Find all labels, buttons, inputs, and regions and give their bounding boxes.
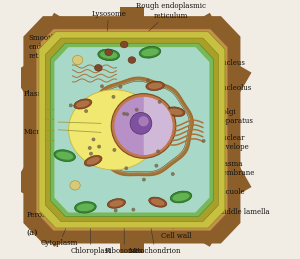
- Ellipse shape: [73, 55, 83, 65]
- Ellipse shape: [139, 46, 161, 58]
- Ellipse shape: [119, 85, 122, 88]
- Polygon shape: [12, 167, 40, 196]
- Wedge shape: [143, 96, 173, 156]
- Ellipse shape: [110, 201, 123, 206]
- Ellipse shape: [155, 164, 158, 167]
- Ellipse shape: [128, 57, 136, 63]
- Text: Vacuole: Vacuole: [172, 182, 245, 196]
- Ellipse shape: [139, 117, 148, 126]
- Text: Mitochondrion: Mitochondrion: [129, 224, 182, 255]
- Ellipse shape: [114, 209, 117, 212]
- Ellipse shape: [170, 191, 192, 203]
- Ellipse shape: [146, 79, 150, 82]
- Ellipse shape: [100, 85, 103, 88]
- Ellipse shape: [135, 108, 138, 111]
- Polygon shape: [224, 167, 251, 196]
- Ellipse shape: [173, 193, 189, 200]
- Ellipse shape: [149, 83, 162, 89]
- Ellipse shape: [130, 112, 152, 134]
- Ellipse shape: [92, 138, 95, 141]
- Ellipse shape: [202, 139, 205, 142]
- Ellipse shape: [98, 145, 101, 148]
- Ellipse shape: [85, 110, 88, 113]
- Ellipse shape: [75, 202, 96, 213]
- Ellipse shape: [74, 99, 92, 109]
- Ellipse shape: [152, 199, 164, 205]
- Ellipse shape: [84, 155, 102, 166]
- Polygon shape: [120, 234, 143, 253]
- Ellipse shape: [111, 94, 176, 158]
- Ellipse shape: [105, 49, 112, 56]
- Text: Nucleus: Nucleus: [172, 59, 246, 85]
- Polygon shape: [54, 47, 209, 212]
- Ellipse shape: [142, 178, 146, 181]
- Polygon shape: [23, 16, 240, 243]
- Ellipse shape: [76, 101, 89, 107]
- Polygon shape: [120, 7, 143, 25]
- Polygon shape: [45, 38, 218, 221]
- Polygon shape: [45, 220, 74, 247]
- Ellipse shape: [169, 109, 182, 114]
- Text: Ribosomes: Ribosomes: [105, 227, 143, 255]
- Ellipse shape: [158, 100, 161, 103]
- Ellipse shape: [123, 112, 126, 115]
- Text: Smooth
endoplasmic
reticulum: Smooth endoplasmic reticulum: [28, 34, 73, 62]
- Text: Nucleolus: Nucleolus: [164, 84, 252, 104]
- Text: Middle lamella: Middle lamella: [195, 203, 270, 217]
- Polygon shape: [224, 63, 251, 93]
- Text: Plasma
membrane: Plasma membrane: [203, 160, 256, 177]
- Ellipse shape: [112, 95, 115, 98]
- Ellipse shape: [171, 172, 174, 176]
- Text: (a): (a): [26, 229, 38, 237]
- Ellipse shape: [126, 113, 129, 116]
- Polygon shape: [190, 13, 219, 40]
- Ellipse shape: [113, 148, 116, 152]
- Text: Peroxisome: Peroxisome: [26, 190, 67, 219]
- Ellipse shape: [77, 204, 94, 211]
- Ellipse shape: [146, 81, 164, 91]
- Polygon shape: [84, 77, 193, 176]
- Polygon shape: [36, 29, 227, 231]
- Text: Cell wall: Cell wall: [161, 216, 191, 240]
- Ellipse shape: [98, 49, 119, 61]
- Ellipse shape: [100, 52, 117, 58]
- Text: Golgi
apparatus: Golgi apparatus: [190, 108, 253, 126]
- Ellipse shape: [54, 150, 76, 162]
- Ellipse shape: [132, 208, 135, 211]
- Text: Chloroplast: Chloroplast: [70, 224, 111, 255]
- Polygon shape: [88, 81, 189, 172]
- Ellipse shape: [157, 150, 160, 153]
- Ellipse shape: [69, 90, 159, 170]
- Polygon shape: [190, 220, 219, 247]
- Ellipse shape: [125, 167, 128, 170]
- Ellipse shape: [149, 197, 167, 207]
- Text: Microtubule: Microtubule: [23, 128, 67, 136]
- Text: Lysosome: Lysosome: [91, 10, 126, 43]
- Ellipse shape: [142, 49, 158, 56]
- Ellipse shape: [57, 152, 73, 159]
- Text: Nuclear
envelope: Nuclear envelope: [182, 134, 249, 151]
- Polygon shape: [12, 63, 40, 93]
- Polygon shape: [45, 13, 74, 40]
- Ellipse shape: [94, 64, 102, 71]
- Ellipse shape: [70, 181, 80, 190]
- Ellipse shape: [87, 157, 99, 164]
- Ellipse shape: [120, 41, 128, 48]
- Ellipse shape: [88, 146, 91, 149]
- Ellipse shape: [167, 107, 185, 117]
- Ellipse shape: [69, 104, 72, 107]
- Text: Plasmodesmata: Plasmodesmata: [23, 90, 79, 98]
- Ellipse shape: [89, 152, 92, 155]
- Ellipse shape: [107, 199, 126, 208]
- Polygon shape: [50, 43, 213, 216]
- Text: Rough endoplasmic
reticulum: Rough endoplasmic reticulum: [136, 2, 206, 38]
- Text: Cytoplasm: Cytoplasm: [41, 214, 78, 248]
- Wedge shape: [114, 96, 143, 156]
- Polygon shape: [39, 32, 225, 228]
